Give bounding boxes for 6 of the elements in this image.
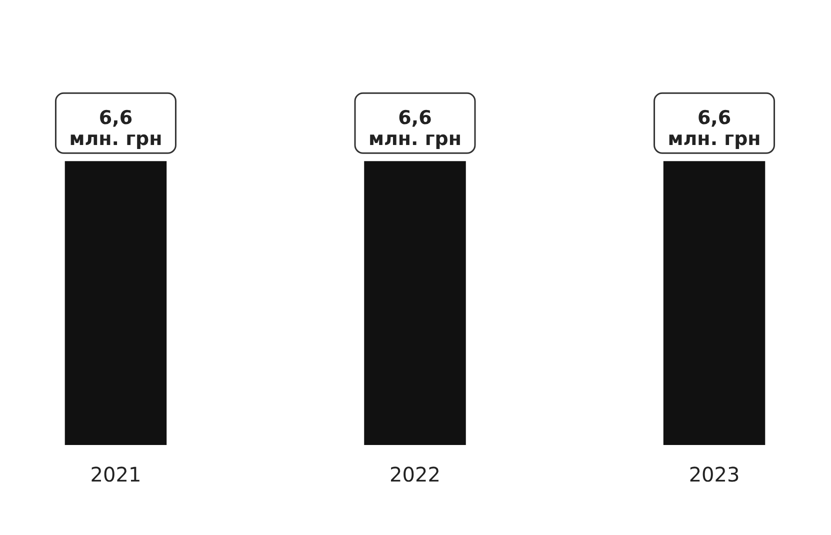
x-tick-label: 2022 bbox=[390, 462, 440, 486]
data-label: 6,6 млн. грн bbox=[668, 107, 761, 150]
x-tick-label: 2021 bbox=[90, 462, 142, 486]
x-tick-label: 2023 bbox=[688, 462, 740, 486]
data-label: 6,6 млн. грн bbox=[69, 107, 162, 150]
data-label: 6,6 млн. грн bbox=[368, 107, 462, 150]
